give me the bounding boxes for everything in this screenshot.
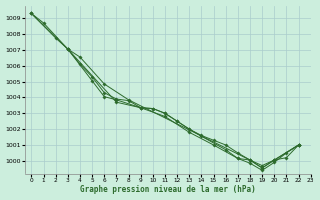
X-axis label: Graphe pression niveau de la mer (hPa): Graphe pression niveau de la mer (hPa) <box>80 185 256 194</box>
